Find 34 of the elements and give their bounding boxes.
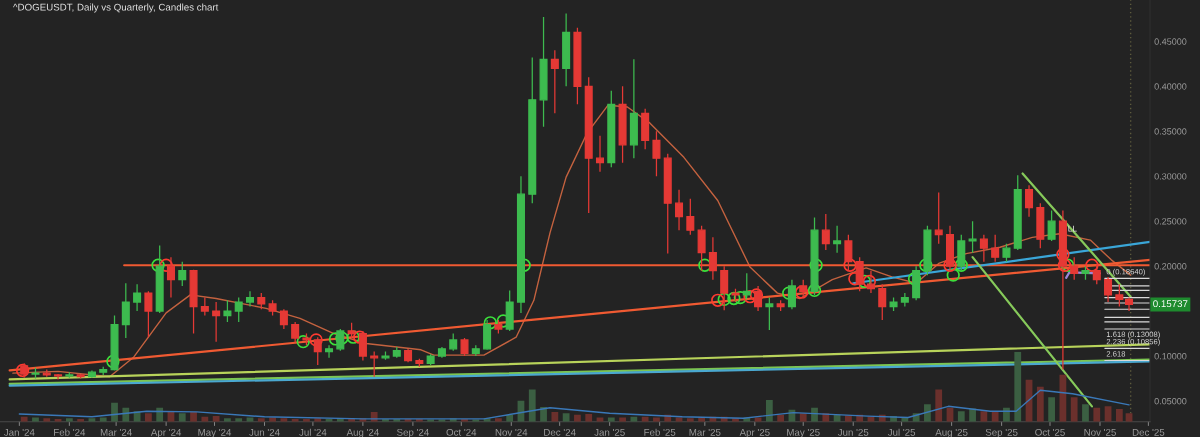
y-tick-label: 0.30000 — [1154, 173, 1187, 180]
x-tick-label: Jan '25 — [594, 428, 625, 436]
x-tick-label: Jun '25 — [837, 428, 869, 436]
x-tick-label: Oct '25 — [1035, 428, 1065, 436]
x-tick-label: Jul '24 — [299, 428, 327, 436]
x-tick-label: Dec '25 — [1132, 428, 1165, 436]
y-tick-label: 0.25000 — [1154, 218, 1187, 225]
x-tick-label: Aug '24 — [346, 428, 379, 437]
x-tick-label: May '25 — [787, 428, 820, 437]
chart-title: ^DOGEUSDT, Daily vs Quarterly, Candles chart — [13, 3, 219, 13]
x-tick-label: May '24 — [198, 428, 232, 437]
x-tick-label: Sep '25 — [985, 428, 1018, 437]
x-tick-label: Feb '25 — [644, 428, 676, 436]
x-tick-label: Jun '24 — [249, 428, 280, 436]
x-tick-label: Apr '25 — [739, 428, 770, 437]
x-tick-label: Nov '24 — [495, 428, 528, 436]
x-tick-label: Jan '24 — [3, 428, 35, 436]
x-tick-label: Aug '25 — [935, 428, 968, 437]
y-tick-label: 0.10000 — [1154, 353, 1187, 360]
x-tick-label: Mar '25 — [689, 428, 721, 436]
x-tick-label: Jul '25 — [887, 428, 916, 436]
text: 0.15737 — [1153, 300, 1188, 308]
x-tick-label: Apr '24 — [150, 428, 182, 437]
x-tick-label: Dec '24 — [544, 428, 576, 436]
y-tick-label: 0.40000 — [1154, 83, 1187, 90]
y-tick-label: 0.20000 — [1154, 263, 1187, 270]
y-tick-label: 0.35000 — [1154, 128, 1187, 135]
x-tick-label: Oct '24 — [446, 428, 477, 436]
x-tick-label: Mar '24 — [100, 428, 132, 436]
y-tick-label: 0.05000 — [1154, 397, 1187, 405]
y-tick-label: 0.45000 — [1154, 38, 1187, 45]
x-tick-label: Feb '24 — [54, 428, 86, 436]
x-tick-label: Sep '24 — [397, 428, 429, 437]
x-tick-label: Nov '25 — [1084, 428, 1116, 436]
